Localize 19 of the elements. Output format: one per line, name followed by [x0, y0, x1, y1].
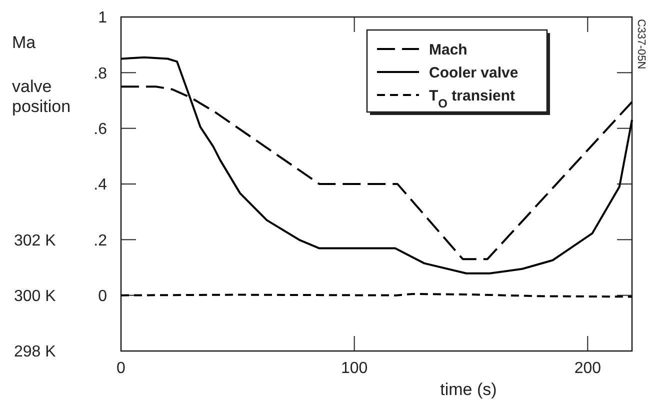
x-tick-label: 200 [574, 360, 602, 377]
y-tick-label: 1 [98, 10, 108, 27]
x-tick-label: 0 [116, 360, 126, 377]
y-tick-label: 0 [98, 288, 108, 305]
y-tick-label: .8 [94, 65, 108, 82]
line-series [120, 56, 633, 274]
y-tick-label: .6 [94, 120, 108, 138]
y2-tick-label: 298 K [14, 344, 56, 361]
legend-label: Mach [429, 41, 468, 58]
text: C337-05N [635, 19, 647, 70]
y-tick-label: .4 [94, 176, 108, 194]
legend-label: Cooler valve [429, 64, 518, 82]
x-tick-label: 100 [340, 360, 368, 377]
text: Ma valve position [12, 32, 71, 116]
y2-tick-label: 302 K [14, 232, 56, 250]
y2-tick-label: 300 K [14, 288, 56, 305]
x-axis-title: time (s) [440, 380, 497, 399]
y-tick-label: .2 [94, 232, 108, 250]
legend-label: T$_{O}$ transient [429, 87, 516, 110]
